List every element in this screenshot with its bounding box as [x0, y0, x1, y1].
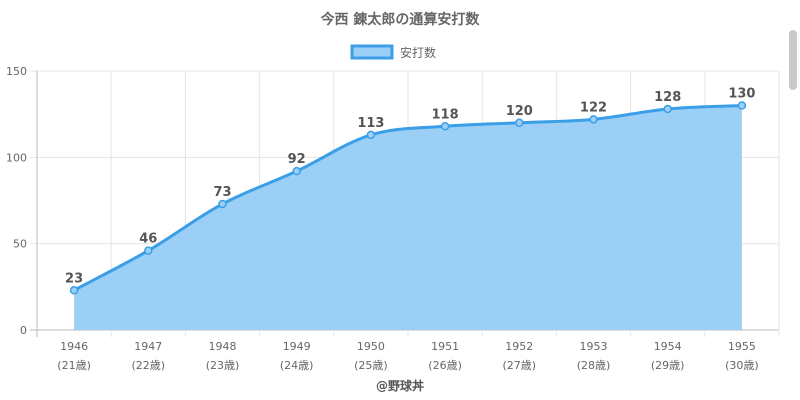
data-point — [144, 246, 153, 255]
data-label: 92 — [288, 152, 306, 167]
credit-text: @野球丼 — [376, 378, 424, 393]
chart-title: 今西 錬太郎の通算安打数 — [320, 11, 481, 28]
legend[interactable]: 安打数 — [350, 44, 436, 60]
data-label: 118 — [432, 107, 459, 122]
x-tick-label: 1950 — [357, 340, 385, 353]
y-tick-label: 50 — [13, 238, 27, 251]
x-tick-label: 1952 — [505, 340, 533, 353]
y-tick-label: 0 — [20, 324, 27, 337]
data-point — [737, 101, 747, 110]
data-point — [218, 199, 227, 209]
data-point — [292, 166, 301, 176]
data-point — [589, 115, 598, 124]
x-tick-label: 1949 — [283, 340, 311, 353]
y-tick-label: 100 — [6, 151, 27, 164]
series-area-fill — [74, 105, 742, 331]
axes: 0 50 100 150 1946 (21歳) 1947 (22歳) 1948 (23歳) 1949… — [6, 65, 759, 372]
series-line — [73, 104, 742, 292]
data-label: 113 — [357, 116, 384, 131]
x-tick-sublabel: (25歳) — [354, 359, 388, 372]
data-label: 120 — [506, 104, 533, 119]
x-tick-sublabel: (24歳) — [280, 359, 314, 372]
x-tick-sublabel: (28歳) — [577, 359, 611, 372]
series-area — [73, 104, 742, 331]
x-tick-label: 1955 — [728, 340, 756, 353]
legend-label: 安打数 — [400, 45, 436, 60]
x-tick-sublabel: (23歳) — [206, 359, 240, 372]
scrollbar-thumb[interactable] — [789, 30, 797, 90]
x-tick-label: 1948 — [209, 340, 237, 353]
data-point — [663, 104, 672, 114]
data-label: 46 — [139, 232, 157, 247]
data-label: 130 — [728, 87, 755, 102]
y-tick-label: 150 — [6, 65, 27, 78]
x-tick-label: 1946 — [60, 340, 88, 353]
x-tick-sublabel: (21歳) — [57, 359, 91, 372]
x-tick-sublabel: (26歳) — [428, 359, 462, 372]
data-label: 73 — [213, 185, 231, 200]
data-point — [440, 122, 450, 131]
x-tick-sublabel: (29歳) — [651, 359, 685, 372]
data-label: 128 — [654, 90, 681, 105]
data-label: 122 — [580, 100, 607, 115]
data-label: 23 — [65, 271, 83, 286]
x-tick-sublabel: (30歳) — [725, 359, 759, 372]
data-points — [69, 101, 747, 295]
x-tick-label: 1953 — [580, 340, 608, 353]
data-point — [366, 130, 376, 140]
x-tick-label: 1954 — [654, 340, 682, 353]
data-point — [69, 286, 79, 295]
x-tick-sublabel: (27歳) — [503, 359, 537, 372]
legend-swatch — [350, 44, 394, 60]
data-point — [515, 118, 524, 128]
x-tick-sublabel: (22歳) — [132, 359, 166, 372]
x-tick-label: 1951 — [431, 340, 459, 353]
x-tick-label: 1947 — [134, 340, 162, 353]
data-labels: 23 46 73 92 113 118 120 122 128 130 — [65, 87, 755, 287]
